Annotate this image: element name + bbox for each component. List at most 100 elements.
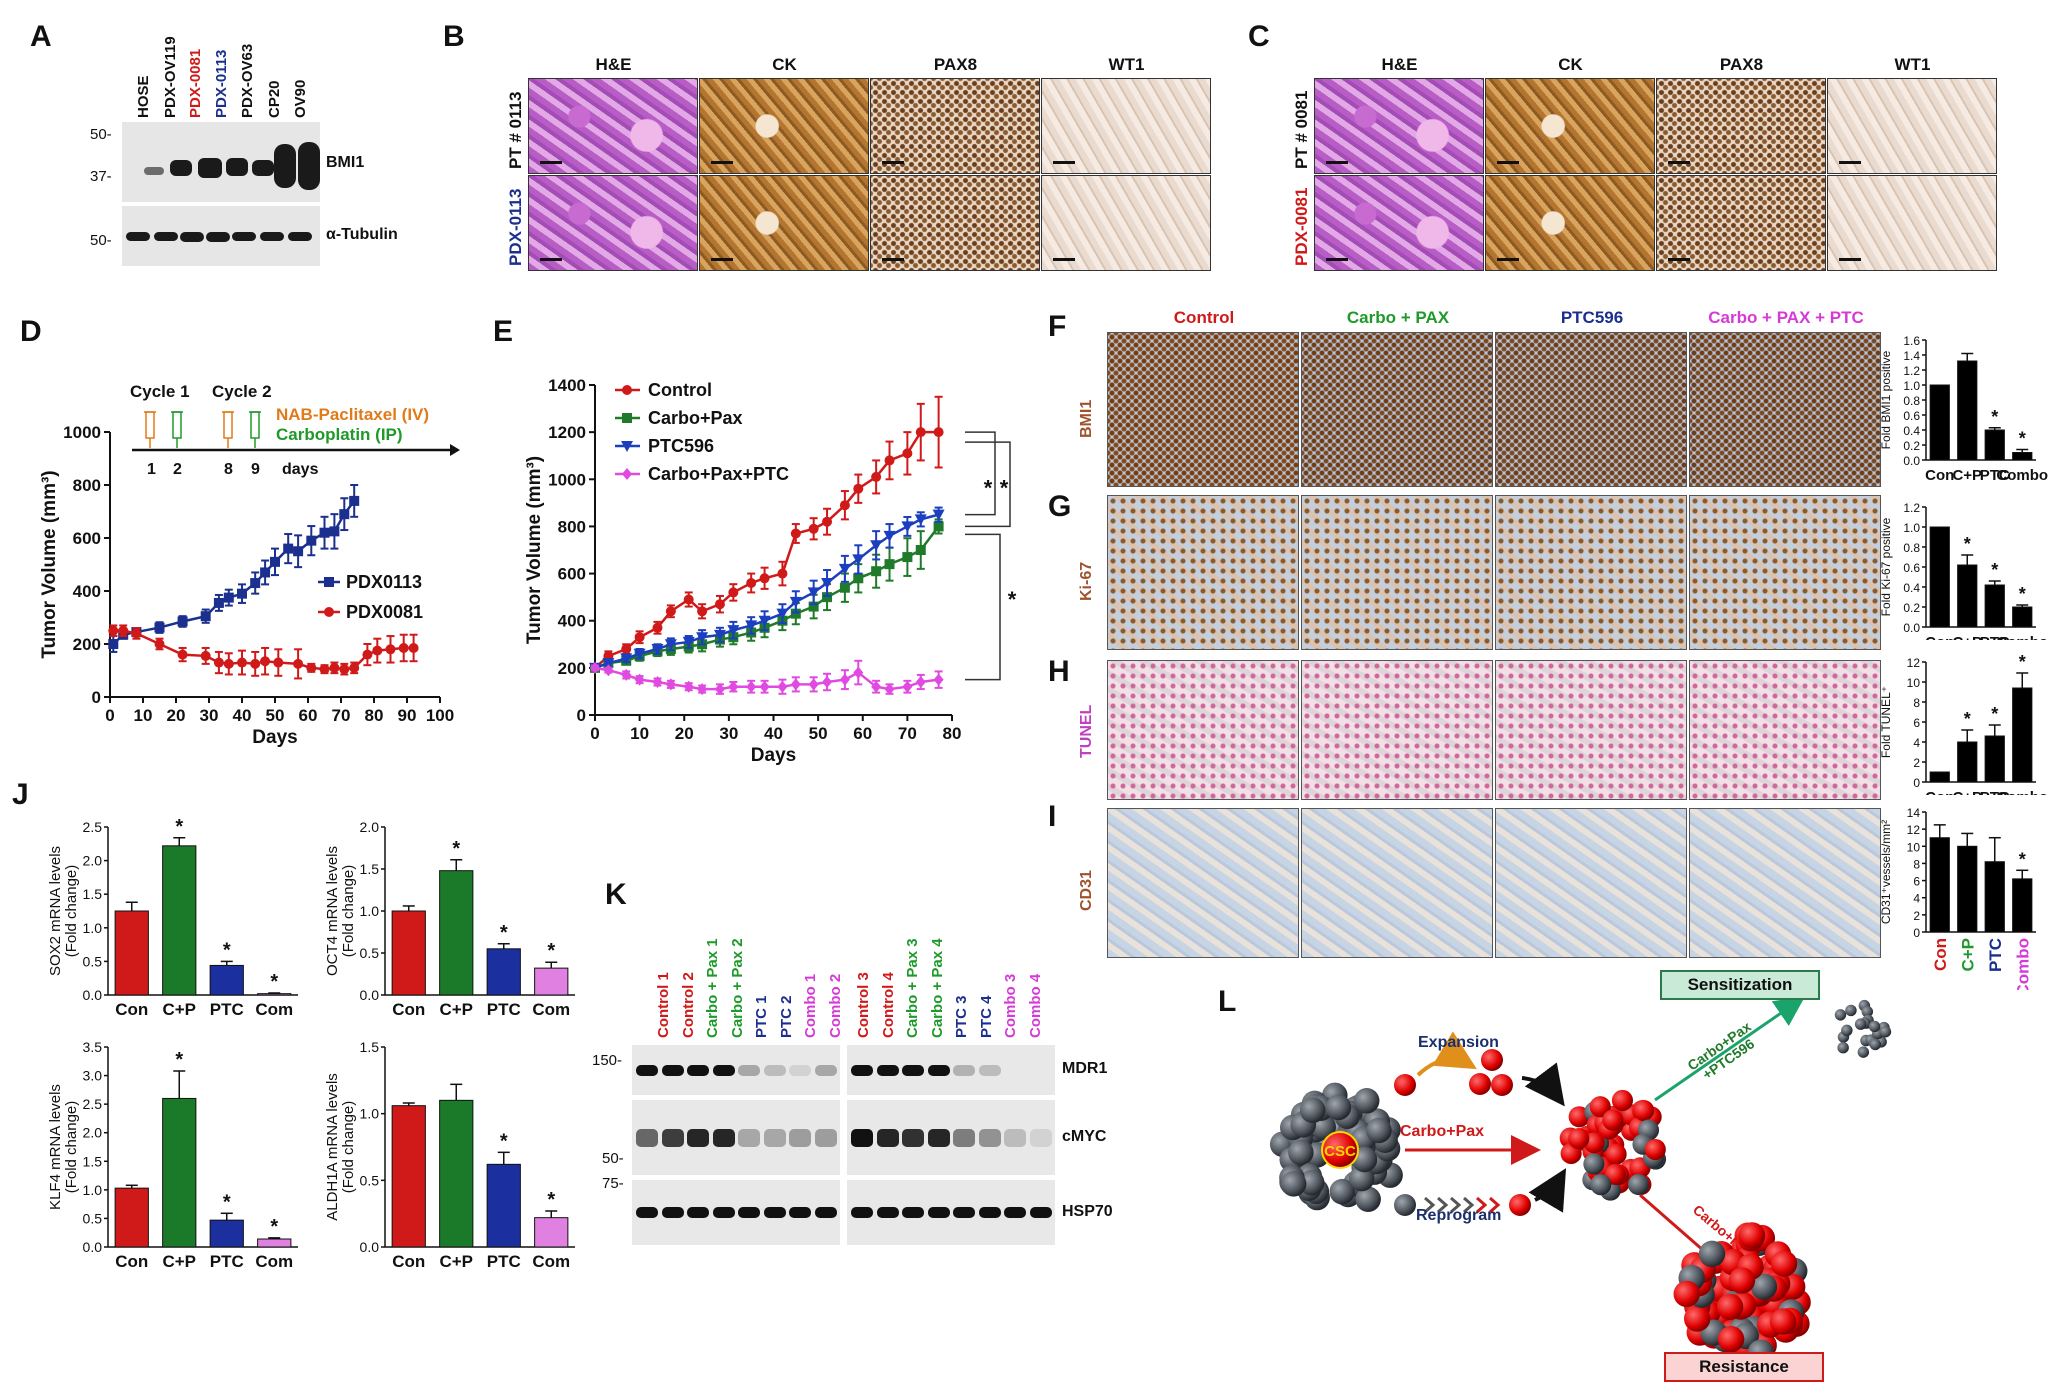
- red-cell: [1568, 1128, 1590, 1150]
- y-tick-label: 2: [1913, 756, 1920, 770]
- y-tick-label: 0.8: [1903, 541, 1920, 555]
- red-cell: [1491, 1074, 1513, 1096]
- scale-bar: [1668, 161, 1690, 164]
- sig-star: *: [452, 838, 460, 860]
- y-tick-label: 0: [1913, 926, 1920, 940]
- blot-band: [763, 1128, 786, 1147]
- y-axis-label: Fold Ki-67 positive: [1879, 517, 1893, 616]
- y-axis-label: Fold TUNEL⁺: [1879, 686, 1893, 758]
- data-point: [758, 615, 771, 627]
- blot-band: [978, 1207, 1001, 1218]
- blot-band: [636, 1064, 658, 1076]
- bar: [486, 1163, 521, 1248]
- data-point: [223, 592, 234, 603]
- bar: [257, 993, 292, 996]
- gray-cell: [1288, 1139, 1314, 1166]
- marker-150: 150-: [592, 1052, 623, 1069]
- gray-cell: [1861, 1005, 1874, 1018]
- data-point: [177, 649, 188, 660]
- panel-label-e: E: [493, 315, 514, 348]
- data-point: [808, 601, 819, 612]
- data-point: [682, 636, 695, 648]
- scale-bar: [711, 161, 733, 164]
- gray-cell: [1698, 1240, 1726, 1268]
- blot-band: [953, 1128, 975, 1147]
- red-cell: [1481, 1049, 1503, 1071]
- drug2-label: Carboplatin (IP): [276, 425, 403, 444]
- data-point: [273, 657, 284, 668]
- data-point: [602, 658, 615, 670]
- blot-band: [738, 1064, 760, 1076]
- day-8: 8: [224, 461, 233, 478]
- blot-band: [636, 1207, 658, 1218]
- gray-cell: [1627, 1173, 1650, 1196]
- lane-label: Control 3: [855, 972, 872, 1038]
- ihc-image-tile: [870, 78, 1040, 174]
- sig-star: *: [270, 971, 278, 993]
- x-tick-label: Con: [115, 1000, 148, 1019]
- data-point: [901, 521, 914, 533]
- x-tick-label: 70: [332, 706, 351, 725]
- cycle2-label: Cycle 2: [212, 382, 272, 401]
- gray-cell: [1841, 1024, 1853, 1037]
- blot-band: [814, 1207, 837, 1218]
- sensitization-box: Sensitization: [1660, 970, 1820, 1000]
- y-axis-label: OCT4 mRNA levels: [324, 846, 341, 976]
- y-tick-label: 8: [1913, 696, 1920, 710]
- reprogram-label: Reprogram: [1416, 1207, 1502, 1224]
- cycle1-label: Cycle 1: [130, 382, 190, 401]
- red-cell: [1683, 1305, 1711, 1332]
- mixed-tumor: [1559, 1089, 1667, 1201]
- y-tick-label: 1.2: [1903, 501, 1920, 515]
- data-point: [746, 680, 757, 693]
- x-tick-label: 50: [809, 724, 828, 743]
- data-point: [372, 645, 383, 656]
- scale-bar: [540, 258, 562, 261]
- reprogram-chevron: [1450, 1196, 1462, 1214]
- drug1-label: NAB-Paclitaxel (IV): [276, 405, 430, 424]
- x-tick-label: Combo: [1996, 467, 2048, 480]
- blot-band: [876, 1207, 899, 1218]
- y-tick-label: 0.6: [1903, 409, 1920, 423]
- lane-label: PTC 3: [953, 995, 970, 1038]
- bar: [2012, 606, 2033, 628]
- x-tick-label: 30: [200, 706, 219, 725]
- data-point: [790, 528, 801, 539]
- lane-label: PTC 4: [977, 995, 995, 1038]
- scale-bar: [1326, 161, 1348, 164]
- bar: [486, 948, 521, 996]
- x-tick-label: Con: [1931, 938, 1950, 971]
- bar: [1984, 584, 2005, 628]
- bar: [1929, 771, 1950, 783]
- x-tick-label: 100: [426, 706, 454, 725]
- data-point: [839, 673, 850, 686]
- panel-label-a: A: [30, 20, 52, 53]
- lane-label: Combo 2: [826, 973, 844, 1038]
- sig-star: *: [1964, 709, 1971, 729]
- ihc-row-label: Ki-67: [1078, 561, 1095, 601]
- ihc-column-header: H&E: [1381, 55, 1418, 74]
- data-point: [884, 455, 895, 466]
- data-point: [839, 500, 850, 511]
- bar: [2012, 687, 2033, 783]
- day-2: 2: [173, 461, 182, 478]
- data-point: [590, 661, 600, 674]
- y-tick-label: 14: [1907, 806, 1921, 820]
- ihc-image-tile: [699, 78, 869, 174]
- ihc-column-header: PAX8: [933, 55, 978, 74]
- bar: [1984, 861, 2005, 933]
- bar: [162, 1097, 197, 1248]
- data-point: [902, 552, 913, 563]
- red-cell: [1728, 1267, 1756, 1294]
- bar: [1957, 564, 1978, 628]
- data-point: [213, 657, 224, 668]
- x-tick-label: 20: [675, 724, 694, 743]
- data-point: [777, 680, 788, 693]
- scale-bar: [711, 258, 733, 261]
- data-point: [250, 658, 261, 669]
- x-tick-label: 30: [719, 724, 738, 743]
- gray-cell: [1869, 1038, 1881, 1051]
- data-point: [871, 566, 882, 577]
- x-tick-label: 90: [398, 706, 417, 725]
- data-point: [839, 582, 850, 593]
